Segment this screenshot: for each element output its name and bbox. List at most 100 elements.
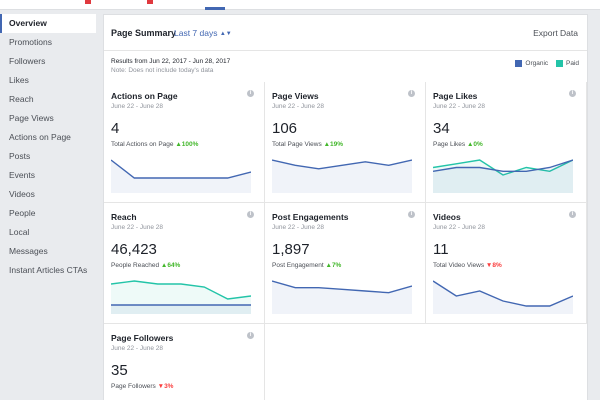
change-badge: ▲64% bbox=[161, 262, 180, 269]
card-date: June 22 - June 28 bbox=[272, 103, 325, 110]
paid-line bbox=[433, 159, 573, 176]
card-page-likes[interactable]: Page Likes June 22 - June 28 i 34 Page L… bbox=[426, 82, 587, 203]
down-triangle-icon: ▼ bbox=[485, 262, 493, 269]
sidebar-item-reach[interactable]: Reach bbox=[9, 94, 34, 104]
sidebar-item-page-views[interactable]: Page Views bbox=[9, 113, 54, 123]
card-value: 46,423 bbox=[111, 241, 157, 258]
card-subtitle: Page Followers ▼3% bbox=[111, 383, 173, 390]
card-page-followers[interactable]: Page Followers June 22 - June 28 i 35 Pa… bbox=[104, 324, 265, 400]
card-value: 11 bbox=[433, 241, 449, 258]
card-title: Page Likes bbox=[433, 91, 478, 101]
panel-header: Page Summary Last 7 days ▲▼ Export Data bbox=[104, 15, 587, 51]
info-icon[interactable]: i bbox=[247, 211, 254, 218]
card-title: Page Views bbox=[272, 91, 319, 101]
sidebar-item-posts[interactable]: Posts bbox=[9, 151, 31, 161]
card-sub-label: Total Video Views bbox=[433, 262, 485, 269]
organic-area bbox=[111, 160, 251, 193]
organic-area bbox=[272, 160, 412, 193]
export-data-button[interactable]: Export Data bbox=[533, 28, 578, 38]
card-sub-label: Post Engagement bbox=[272, 262, 324, 269]
card-title: Page Followers bbox=[111, 333, 174, 343]
sidebar-item-messages[interactable]: Messages bbox=[9, 246, 48, 256]
paid-swatch bbox=[555, 60, 563, 67]
organic-swatch bbox=[515, 60, 523, 67]
card-sub-label: Total Page Views bbox=[272, 141, 322, 148]
sidebar-item-likes[interactable]: Likes bbox=[9, 75, 29, 85]
card-sub-label: Total Actions on Page bbox=[111, 141, 174, 148]
sparkline-chart bbox=[272, 159, 412, 193]
date-range-dropdown[interactable]: Last 7 days ▲▼ bbox=[174, 28, 232, 38]
chart-legend: Organic Paid bbox=[509, 60, 579, 67]
card-title: Videos bbox=[433, 212, 461, 222]
change-value: 0% bbox=[473, 141, 483, 148]
results-note: Note: Does not include today's data bbox=[111, 67, 214, 74]
organic-line bbox=[272, 280, 412, 294]
card-post-engagements[interactable]: Post Engagements June 22 - June 28 i 1,8… bbox=[265, 203, 426, 324]
organic-area bbox=[272, 281, 412, 314]
active-tab-indicator bbox=[205, 7, 225, 10]
card-subtitle: Post Engagement ▲7% bbox=[272, 262, 341, 269]
page-summary-panel: Page Summary Last 7 days ▲▼ Export Data … bbox=[103, 14, 588, 400]
change-badge: ▼8% bbox=[486, 262, 502, 269]
sidebar-item-followers[interactable]: Followers bbox=[9, 56, 46, 66]
legend-organic: Organic bbox=[525, 60, 549, 67]
change-badge: ▲7% bbox=[326, 262, 342, 269]
card-subtitle: Total Actions on Page ▲100% bbox=[111, 141, 198, 148]
sidebar-item-promotions[interactable]: Promotions bbox=[9, 37, 52, 47]
card-sub-label: Page Likes bbox=[433, 141, 466, 148]
paid-area bbox=[111, 281, 251, 314]
up-triangle-icon: ▲ bbox=[160, 262, 168, 269]
insights-sidebar: Overview Promotions Followers Likes Reac… bbox=[0, 14, 96, 280]
card-date: June 22 - June 28 bbox=[111, 345, 164, 352]
card-value: 34 bbox=[433, 120, 450, 137]
sidebar-item-local[interactable]: Local bbox=[9, 227, 30, 237]
sidebar-item-actions-on-page[interactable]: Actions on Page bbox=[9, 132, 71, 142]
sparkline-chart bbox=[433, 280, 573, 314]
legend-paid: Paid bbox=[565, 60, 579, 67]
card-date: June 22 - June 28 bbox=[433, 224, 486, 231]
info-icon[interactable]: i bbox=[408, 90, 415, 97]
up-triangle-icon: ▲ bbox=[325, 262, 332, 269]
up-triangle-icon: ▲ bbox=[466, 141, 474, 148]
info-icon[interactable]: i bbox=[569, 90, 576, 97]
top-nav-bar bbox=[0, 0, 600, 10]
card-page-views[interactable]: Page Views June 22 - June 28 i 106 Total… bbox=[265, 82, 426, 203]
info-icon[interactable]: i bbox=[247, 90, 254, 97]
card-title: Post Engagements bbox=[272, 212, 349, 222]
card-sub-label: Page Followers bbox=[111, 383, 156, 390]
card-value: 4 bbox=[111, 120, 120, 137]
organic-line bbox=[433, 159, 573, 172]
card-videos[interactable]: Videos June 22 - June 28 i 11 Total Vide… bbox=[426, 203, 587, 324]
change-value: 64% bbox=[167, 262, 181, 269]
card-reach[interactable]: Reach June 22 - June 28 i 46,423 People … bbox=[104, 203, 265, 324]
change-badge: ▲100% bbox=[175, 141, 198, 148]
change-value: 19% bbox=[330, 141, 344, 148]
card-subtitle: Page Likes ▲0% bbox=[433, 141, 483, 148]
info-icon[interactable]: i bbox=[247, 332, 254, 339]
sidebar-item-instant-articles-ctas[interactable]: Instant Articles CTAs bbox=[9, 265, 88, 275]
down-triangle-icon: ▼ bbox=[157, 383, 165, 390]
info-icon[interactable]: i bbox=[408, 211, 415, 218]
organic-line bbox=[111, 159, 251, 179]
sidebar-item-events[interactable]: Events bbox=[9, 170, 35, 180]
sidebar-item-overview[interactable]: Overview bbox=[0, 14, 96, 33]
change-value: 7% bbox=[331, 262, 342, 269]
organic-area bbox=[111, 305, 251, 314]
sidebar-item-people[interactable]: People bbox=[9, 208, 36, 218]
results-info: Results from Jun 22, 2017 - Jun 28, 2017… bbox=[111, 57, 230, 75]
change-value: 100% bbox=[181, 141, 199, 148]
organic-area bbox=[433, 281, 573, 314]
up-triangle-icon: ▲ bbox=[323, 141, 330, 148]
sparkline-chart bbox=[111, 159, 251, 193]
sort-caret-icon: ▲▼ bbox=[219, 31, 232, 37]
sidebar-item-videos[interactable]: Videos bbox=[9, 189, 35, 199]
panel-title: Page Summary bbox=[111, 28, 177, 38]
card-title: Reach bbox=[111, 212, 137, 222]
sparkline-chart bbox=[111, 280, 251, 314]
card-value: 106 bbox=[272, 120, 298, 137]
info-icon[interactable]: i bbox=[569, 211, 576, 218]
date-range-label: Last 7 days bbox=[174, 28, 218, 38]
card-actions-on-page[interactable]: Actions on Page June 22 - June 28 i 4 To… bbox=[104, 82, 265, 203]
card-date: June 22 - June 28 bbox=[111, 224, 164, 231]
change-badge: ▼3% bbox=[158, 383, 174, 390]
